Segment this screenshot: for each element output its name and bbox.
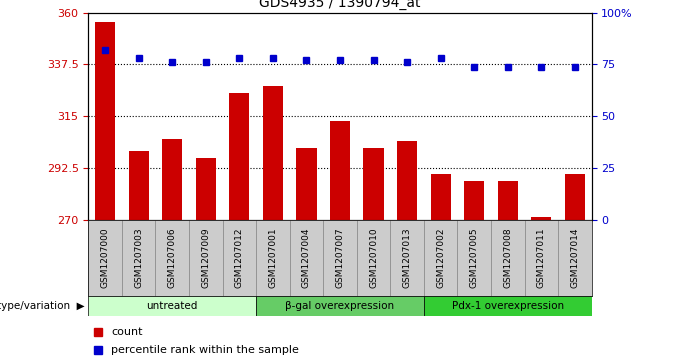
Bar [129, 151, 149, 220]
Text: GSM1207014: GSM1207014 [571, 228, 579, 288]
Bar [390, 220, 424, 296]
Bar [491, 220, 524, 296]
Bar [256, 220, 290, 296]
Text: β-gal overexpression: β-gal overexpression [286, 301, 394, 311]
Text: GSM1207011: GSM1207011 [537, 227, 546, 288]
Text: GSM1207002: GSM1207002 [436, 228, 445, 288]
Text: GSM1207000: GSM1207000 [101, 227, 109, 288]
Bar [558, 220, 592, 296]
Bar [424, 220, 458, 296]
Text: GSM1207004: GSM1207004 [302, 228, 311, 288]
Bar [88, 220, 122, 296]
Bar [531, 217, 551, 220]
Text: GSM1207012: GSM1207012 [235, 228, 244, 288]
Text: GSM1207013: GSM1207013 [403, 227, 411, 288]
Bar [95, 22, 115, 220]
Bar [263, 86, 283, 220]
Bar [458, 220, 491, 296]
Title: GDS4935 / 1390794_at: GDS4935 / 1390794_at [259, 0, 421, 10]
Text: GSM1207005: GSM1207005 [470, 227, 479, 288]
Bar [424, 296, 592, 316]
Bar [296, 148, 316, 220]
Text: GSM1207007: GSM1207007 [335, 227, 345, 288]
Text: GSM1207006: GSM1207006 [168, 227, 177, 288]
Bar [122, 220, 156, 296]
Text: GSM1207001: GSM1207001 [269, 227, 277, 288]
Text: GSM1207010: GSM1207010 [369, 227, 378, 288]
Bar [256, 296, 424, 316]
Text: Pdx-1 overexpression: Pdx-1 overexpression [452, 301, 564, 311]
Text: genotype/variation  ▶: genotype/variation ▶ [0, 301, 85, 311]
Text: untreated: untreated [147, 301, 198, 311]
Text: percentile rank within the sample: percentile rank within the sample [111, 345, 299, 355]
Bar [498, 180, 517, 220]
Bar [88, 296, 256, 316]
Bar [323, 220, 357, 296]
Bar [357, 220, 390, 296]
Bar [222, 220, 256, 296]
Text: GSM1207008: GSM1207008 [503, 227, 512, 288]
Text: GSM1207003: GSM1207003 [134, 227, 143, 288]
Bar [189, 220, 222, 296]
Bar [430, 174, 451, 220]
Bar [464, 180, 484, 220]
Bar [330, 121, 350, 220]
Bar [524, 220, 558, 296]
Bar [196, 158, 216, 220]
Bar [229, 93, 250, 220]
Bar [290, 220, 323, 296]
Bar [364, 148, 384, 220]
Bar [156, 220, 189, 296]
Text: count: count [111, 327, 143, 337]
Text: GSM1207009: GSM1207009 [201, 227, 210, 288]
Bar [163, 139, 182, 220]
Bar [397, 142, 417, 220]
Bar [565, 174, 585, 220]
